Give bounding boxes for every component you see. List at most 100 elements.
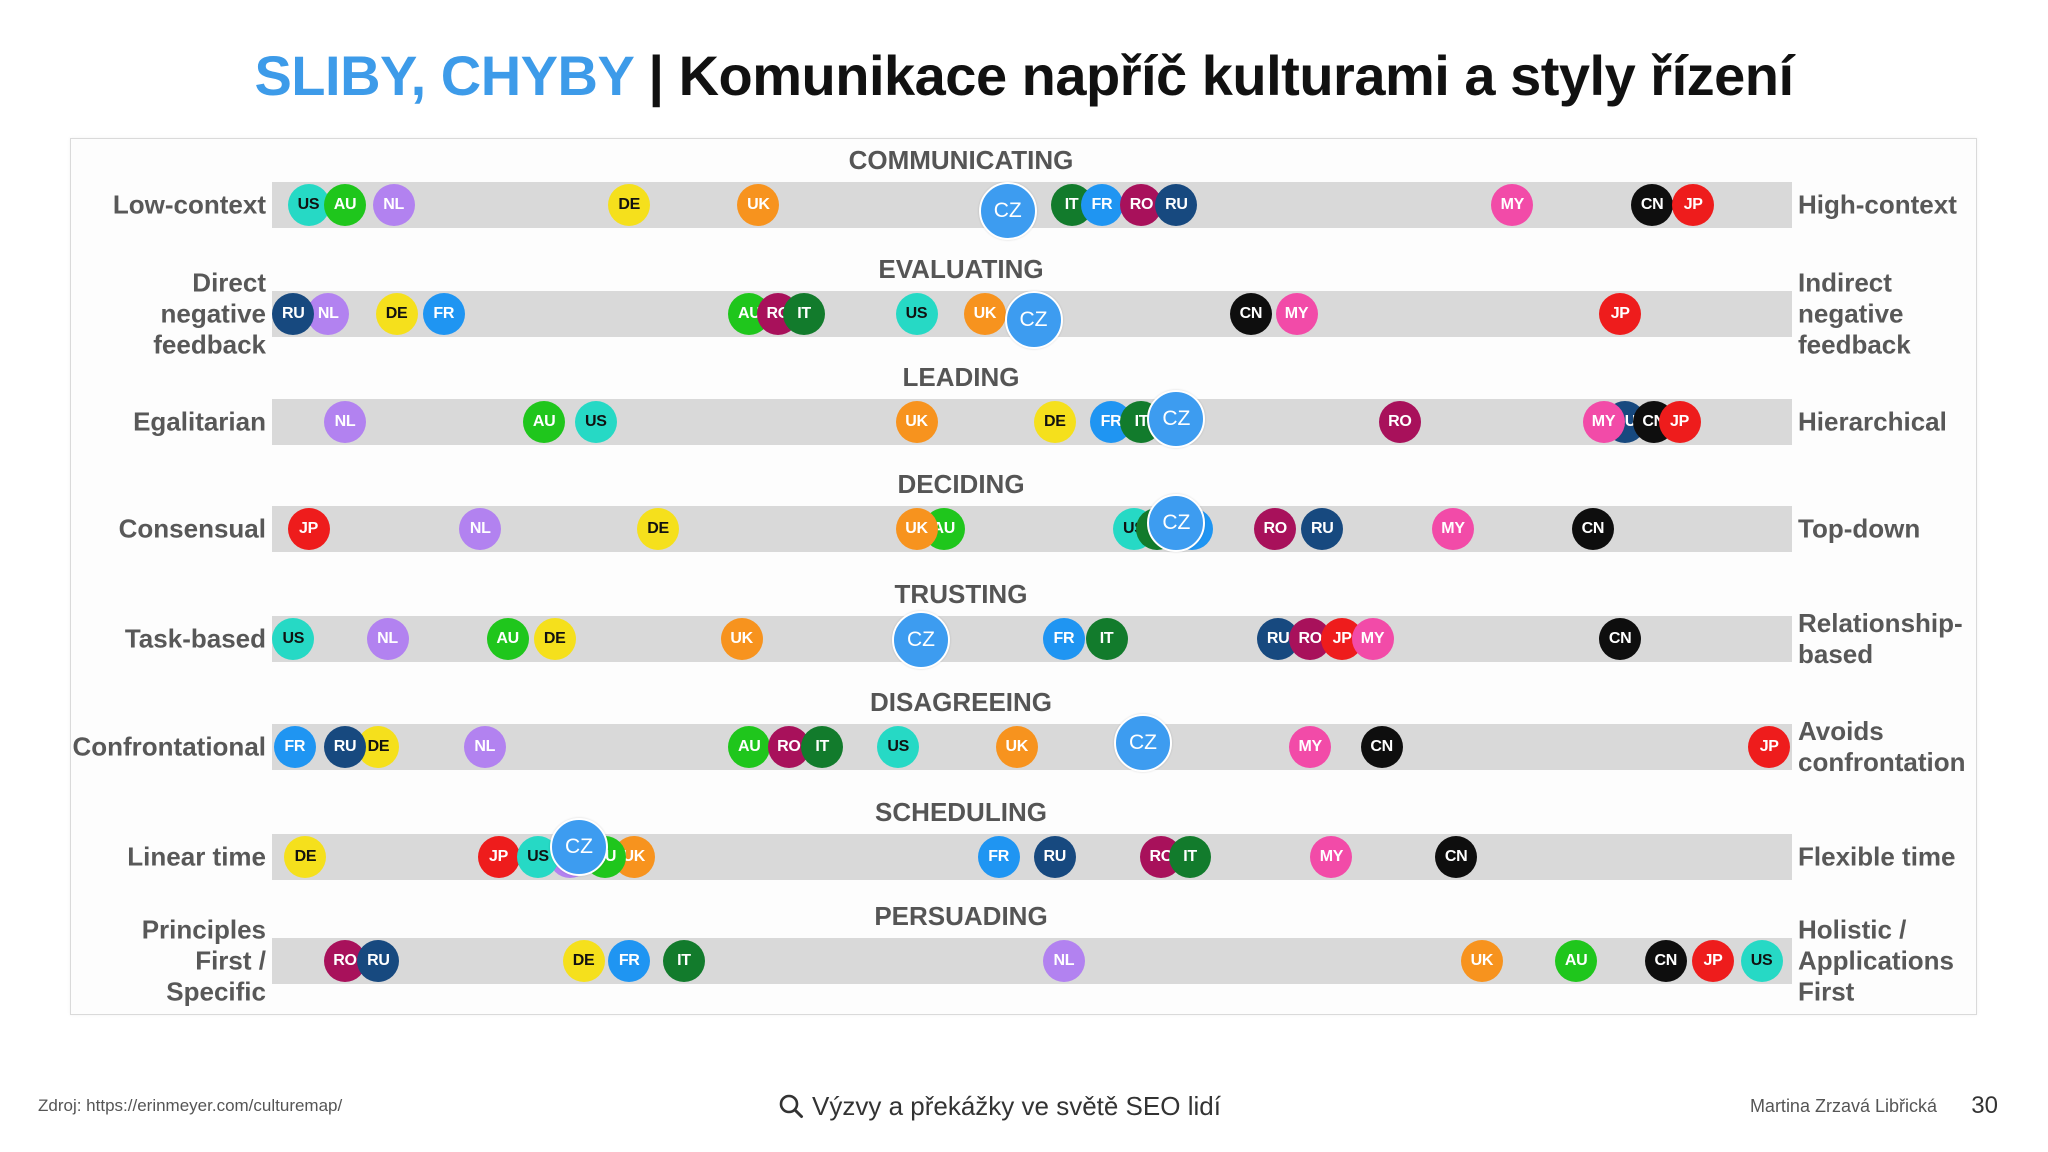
country-marker-au: AU [486,618,529,660]
country-marker-ro: RO [1254,508,1297,550]
dimension-row: DECIDINGConsensualTop-downJPNLDEAUUKUSIT… [71,469,1976,583]
dimension-title: SCHEDULING [875,797,1047,827]
left-pole-label: Consensual [71,514,266,545]
dimension-title: PERSUADING [874,901,1048,931]
right-pole-label-line: based [1798,639,1874,669]
left-pole-label-line: feedback [153,329,266,360]
search-icon [778,1093,804,1119]
country-marker-fr: FR [1042,618,1085,660]
country-marker-ro: RO [1378,401,1421,443]
right-pole-label-line: First [1798,976,1855,1007]
left-pole-label-line: Specific [166,976,266,1007]
dimension-row: EVALUATING Direct negative feedback Indirect… [71,254,1976,368]
dimension-row: LEADING Egalitarian Hierarchical NL AU US UK DE… [71,362,1976,476]
country-marker-jp: JP [1658,401,1701,443]
country-marker-us: US [877,726,920,768]
country-marker-ru: RU [1301,508,1344,550]
dimension-row: TRUSTING Task-based Relationship-based US NL… [71,579,1976,693]
left-pole-label-line: Consensual [118,513,266,544]
country-marker-fr: FR [977,836,1020,878]
country-marker-nl: NL [459,508,502,550]
title-text: Komunikace napříč kulturami a styly říze… [678,44,1794,107]
country-marker-au: AU [728,726,771,768]
country-marker-cn: CN [1571,508,1614,550]
country-marker-nl: NL [366,618,409,660]
dimension-title: EVALUATING [878,254,1044,284]
country-marker-jp: JP [1692,940,1734,982]
country-marker-us: US [272,618,315,660]
left-pole-label: Principles First / Specific [71,915,266,1008]
country-marker-de: DE [375,293,418,335]
country-marker-my: MY [1310,836,1353,878]
left-pole-label-line: Linear time [127,841,266,872]
country-marker-us: US [1740,940,1783,982]
country-marker-uk: UK [1460,940,1503,982]
left-pole-label-line: Confrontational [72,731,266,762]
left-pole-label: Linear time [71,842,266,873]
country-marker-it: IT [783,293,825,335]
country-marker-nl: NL [372,184,415,226]
country-marker-jp: JP [1599,293,1642,335]
country-marker-fr: FR [273,726,316,768]
left-pole-label: Direct negative feedback [71,268,266,361]
left-pole-label: Task-based [71,624,266,655]
country-marker-it: IT [801,726,844,768]
left-pole-label-line: Direct [192,267,266,298]
country-marker-cz: CZ [1004,291,1063,349]
country-marker-de: DE [284,836,327,878]
country-marker-my: MY [1491,184,1534,226]
dimension-title: DECIDING [897,469,1025,499]
right-pole-label-line: Relationship- [1798,608,1963,638]
dimension-row: DISAGREEING Confrontational Avoids confront… [71,687,1976,801]
country-marker-jp: JP [1748,726,1791,768]
left-pole-label-line: First / [195,945,266,976]
country-marker-ru: RU [357,940,400,982]
page-number: 30 [1971,1092,1998,1119]
dimension-title: DISAGREEING [869,687,1053,717]
country-marker-jp: JP [287,508,330,550]
left-pole-label: Low-context [71,190,266,221]
right-pole-label: Top-down [1798,514,1920,545]
country-marker-ru: RU [1033,836,1076,878]
right-pole-label-line: Flexible time [1798,841,1956,872]
country-marker-nl: NL [463,726,506,768]
country-marker-cz: CZ [550,818,608,876]
country-marker-cn: CN [1631,184,1674,226]
dimension-title: LEADING [902,362,1020,392]
country-marker-jp: JP [477,836,520,878]
country-marker-cz: CZ [1147,494,1206,552]
title-highlight: SLIBY, CHYBY [254,44,634,107]
country-marker-fr: FR [422,293,465,335]
scale-bar [272,506,1792,552]
country-marker-us: US [287,184,330,226]
country-marker-my: MY [1582,401,1625,443]
country-marker-cz: CZ [1147,390,1206,448]
country-marker-fr: FR [1080,184,1123,226]
right-pole-label-line: High-context [1798,189,1957,220]
country-marker-au: AU [523,401,566,443]
country-marker-jp: JP [1672,184,1715,226]
country-marker-my: MY [1289,726,1332,768]
culture-map-chart: COMMUNICATING Low-context High-context US AU… [70,138,1977,1015]
country-marker-uk: UK [895,508,938,550]
left-pole-label: Egalitarian [71,407,266,438]
right-pole-label: Holistic / Applications First [1798,915,1954,1008]
country-marker-uk: UK [737,184,780,226]
right-pole-label-line: Top-down [1798,513,1921,544]
right-pole-label: High-context [1798,190,1957,221]
footer-tagline-group: Výzvy a překážky ve světě SEO lidí [778,1088,1221,1124]
country-marker-de: DE [562,940,605,982]
right-pole-label: Avoids confrontation [1798,716,1966,778]
country-marker-ru: RU [1155,184,1198,226]
country-marker-uk: UK [720,618,763,660]
country-marker-cn: CN [1229,293,1272,335]
country-marker-uk: UK [963,293,1006,335]
country-marker-cn: CN [1599,618,1642,660]
right-pole-label-line: Holistic / [1798,914,1907,945]
country-marker-cz: CZ [1114,714,1172,772]
country-marker-cz: CZ [978,182,1037,240]
country-marker-my: MY [1351,618,1394,660]
country-marker-ru: RU [324,726,366,768]
country-marker-my: MY [1432,508,1474,550]
left-pole-label-line: Principles [141,914,266,945]
